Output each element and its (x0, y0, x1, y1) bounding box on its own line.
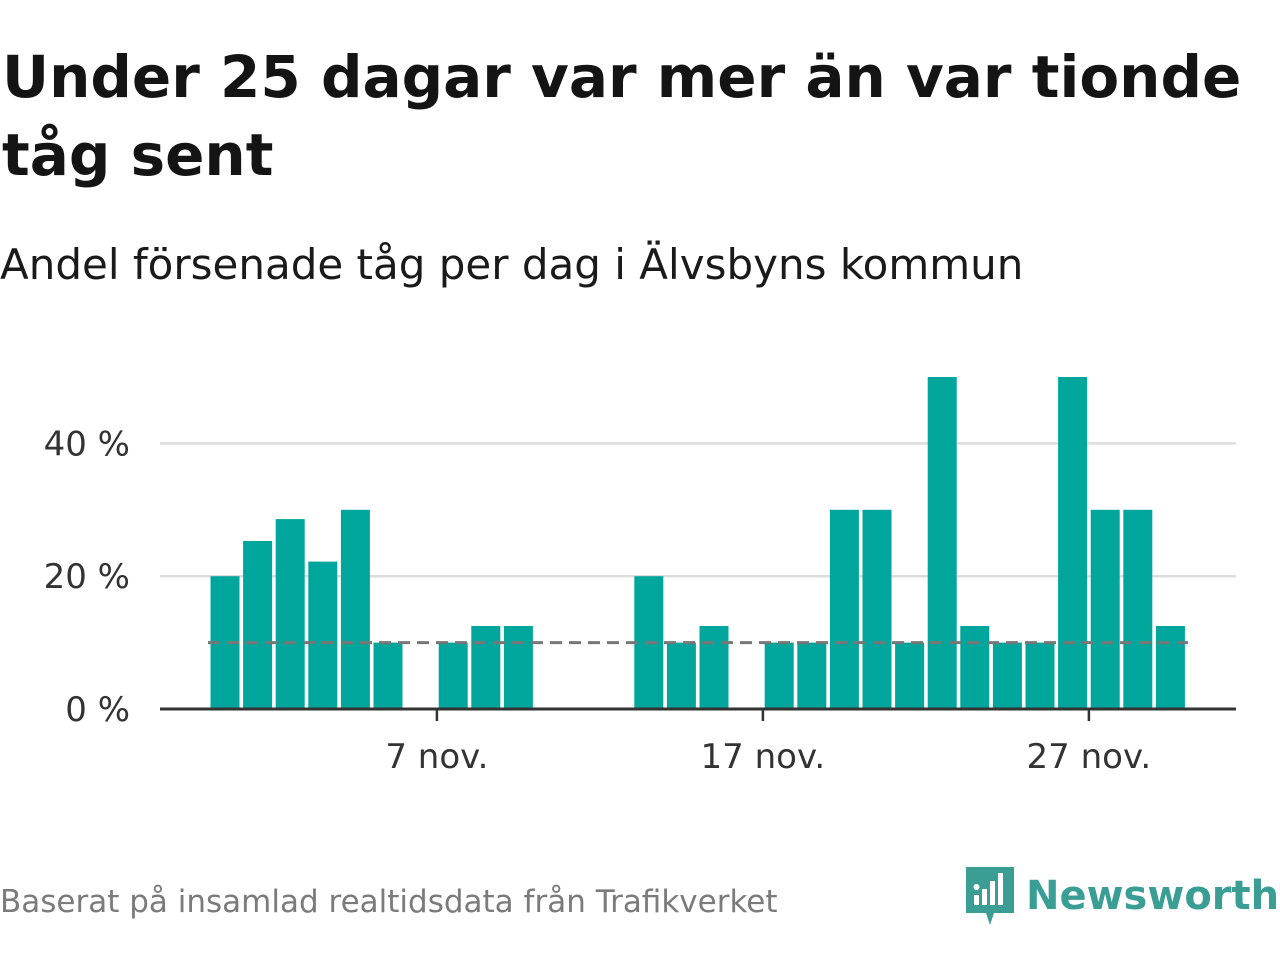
bar (1123, 509, 1153, 709)
bar (797, 642, 827, 709)
y-tick-label: 40 % (44, 424, 130, 464)
x-axis-labels: 7 nov. 17 nov. 27 nov. (385, 737, 1151, 777)
chart-title: Under 25 dagar var mer än var tionde tåg… (2, 43, 1242, 189)
bar (1155, 626, 1185, 709)
y-tick-label: 0 % (65, 690, 130, 730)
bar (243, 541, 273, 709)
x-tick-label: 7 nov. (385, 737, 488, 777)
gridlines (160, 442, 1236, 578)
x-tick-label: 17 nov. (701, 737, 826, 777)
x-axis (160, 707, 1236, 721)
bar (1090, 509, 1120, 709)
bar (764, 642, 794, 709)
source-note: Baserat på insamlad realtidsdata från Tr… (0, 884, 778, 920)
y-axis-labels: 0 % 20 % 40 % (44, 424, 130, 730)
bar (1058, 377, 1088, 709)
y-tick-label: 20 % (44, 557, 130, 597)
brand-name: Newsworthy (1026, 873, 1280, 919)
bar (471, 626, 501, 709)
bar (960, 626, 990, 709)
bar (340, 509, 370, 709)
bar (275, 519, 305, 709)
bars (210, 377, 1185, 709)
bar (373, 642, 403, 709)
chart-subtitle: Andel försenade tåg per dag i Älvsbyns k… (0, 240, 1024, 289)
bar (699, 626, 729, 709)
bar (992, 642, 1022, 709)
bar (862, 509, 892, 709)
bar (895, 642, 925, 709)
bar (438, 642, 468, 709)
bar (927, 377, 957, 709)
bar (829, 509, 859, 709)
bar (666, 642, 696, 709)
newsworthy-logo-icon (966, 867, 1014, 925)
bar (503, 626, 533, 709)
bar (1025, 642, 1055, 709)
brand-logo[interactable]: Newsworthy (964, 864, 1280, 928)
x-tick-label: 27 nov. (1027, 737, 1152, 777)
bar (308, 561, 338, 709)
